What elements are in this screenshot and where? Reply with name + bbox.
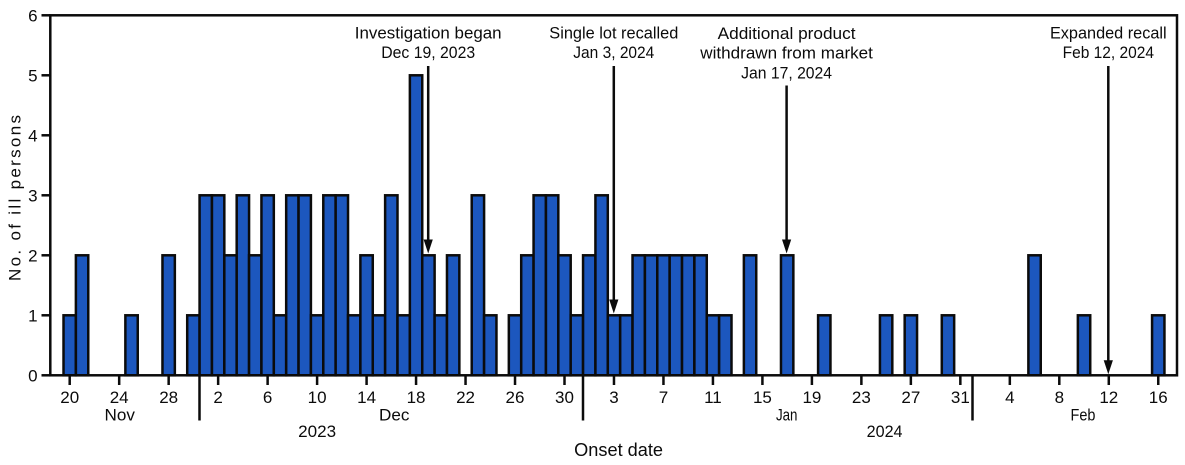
svg-text:Investigation began: Investigation began	[355, 24, 502, 43]
svg-text:2023: 2023	[298, 422, 336, 441]
svg-text:Jan: Jan	[776, 405, 798, 424]
svg-text:12: 12	[1099, 388, 1118, 407]
svg-text:Additional product: Additional product	[718, 24, 856, 43]
svg-text:Jan 3, 2024: Jan 3, 2024	[573, 43, 654, 62]
svg-text:Expanded recall: Expanded recall	[1050, 24, 1167, 43]
svg-text:26: 26	[506, 388, 525, 407]
svg-text:10: 10	[308, 388, 327, 407]
svg-text:30: 30	[555, 388, 574, 407]
svg-text:7: 7	[659, 388, 668, 407]
svg-text:1: 1	[28, 306, 37, 325]
svg-text:2024: 2024	[867, 422, 903, 441]
svg-text:Feb 12, 2024: Feb 12, 2024	[1063, 43, 1154, 62]
svg-text:Onset date: Onset date	[574, 440, 663, 460]
svg-text:Nov: Nov	[105, 405, 136, 424]
svg-text:5: 5	[28, 66, 37, 85]
svg-text:Dec: Dec	[379, 405, 410, 424]
svg-text:28: 28	[159, 388, 178, 407]
svg-text:11: 11	[704, 388, 722, 407]
svg-text:6: 6	[28, 6, 37, 25]
svg-text:22: 22	[456, 388, 475, 407]
svg-text:0: 0	[28, 366, 37, 385]
svg-text:3: 3	[609, 388, 618, 407]
svg-text:15: 15	[753, 388, 772, 407]
svg-text:4: 4	[1005, 388, 1014, 407]
svg-text:Dec 19, 2023: Dec 19, 2023	[381, 43, 475, 62]
svg-text:14: 14	[357, 388, 376, 407]
svg-text:20: 20	[60, 388, 79, 407]
svg-text:Jan 17, 2024: Jan 17, 2024	[741, 63, 832, 82]
svg-text:24: 24	[110, 388, 129, 407]
svg-text:withdrawn from market: withdrawn from market	[699, 44, 873, 63]
svg-text:2: 2	[213, 388, 222, 407]
svg-text:19: 19	[802, 388, 821, 407]
svg-text:3: 3	[28, 186, 37, 205]
svg-text:8: 8	[1055, 388, 1064, 407]
svg-text:6: 6	[263, 388, 272, 407]
svg-text:4: 4	[28, 126, 37, 145]
svg-text:31: 31	[951, 388, 970, 407]
svg-text:23: 23	[852, 388, 871, 407]
svg-text:2: 2	[28, 246, 37, 265]
svg-text:18: 18	[407, 388, 426, 407]
svg-text:27: 27	[901, 388, 920, 407]
svg-text:Single lot recalled: Single lot recalled	[549, 24, 678, 43]
svg-text:16: 16	[1149, 388, 1168, 407]
svg-text:Feb: Feb	[1071, 405, 1096, 424]
